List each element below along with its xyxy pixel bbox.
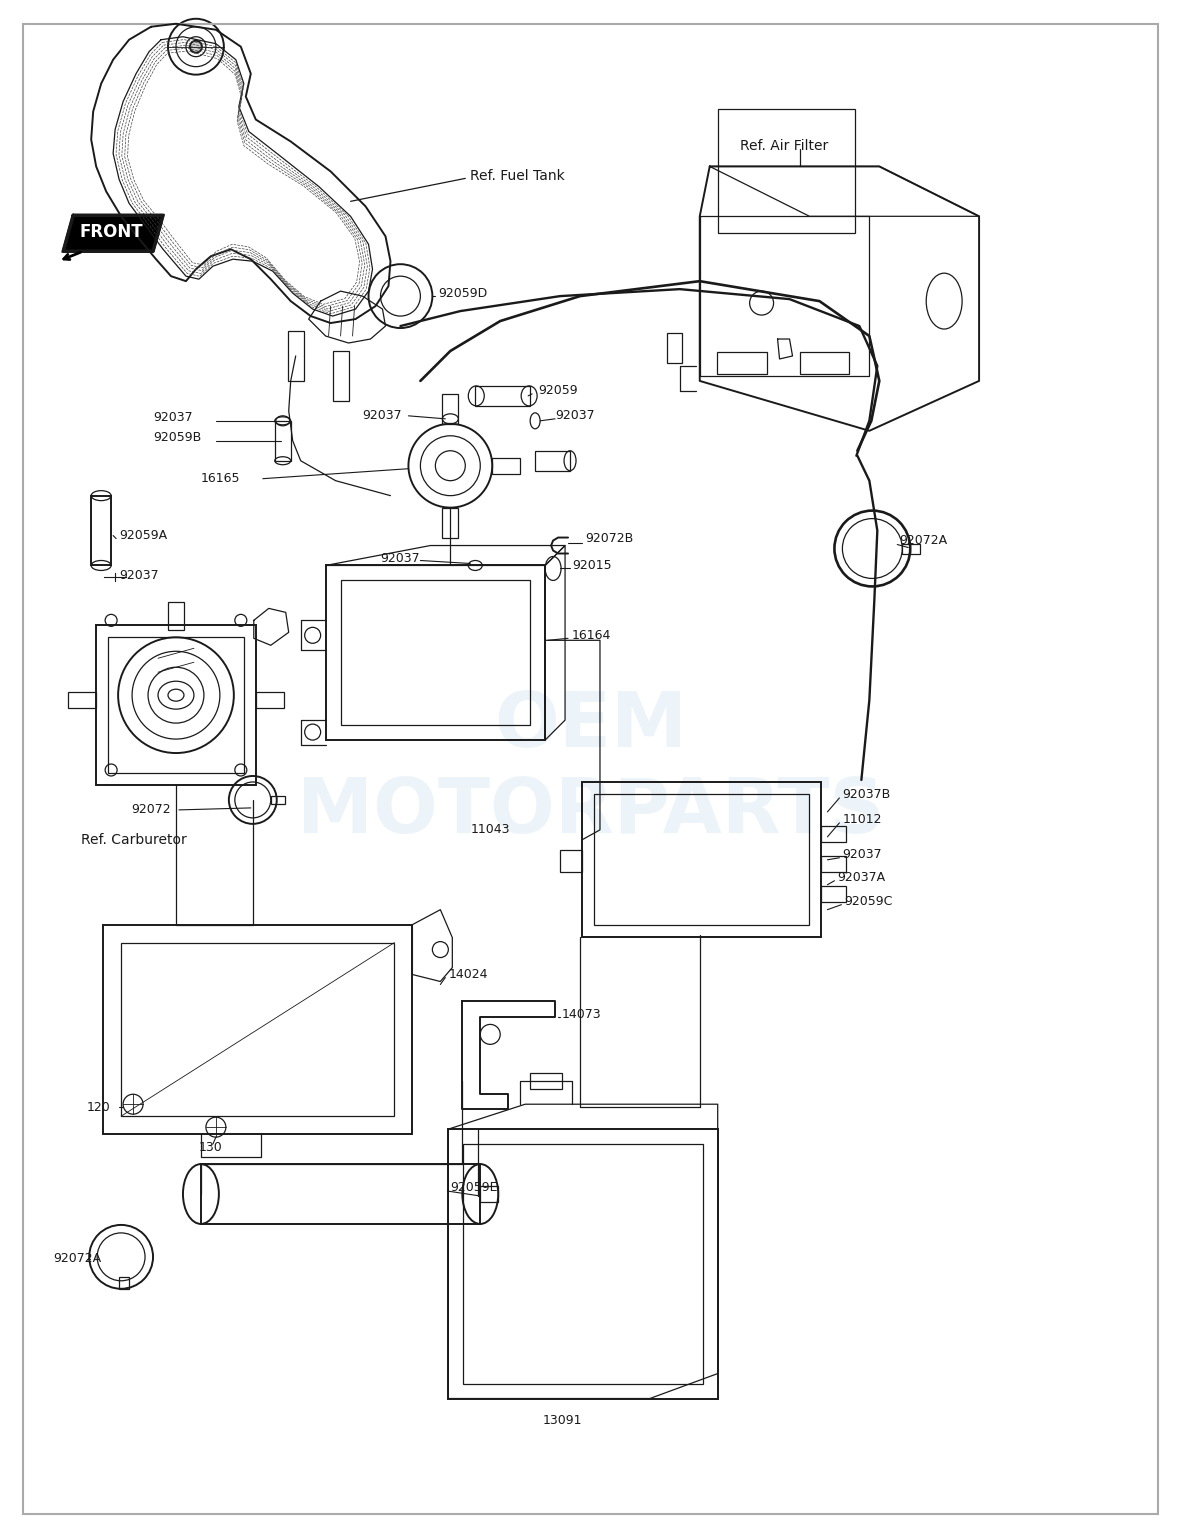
Text: 14024: 14024: [449, 967, 488, 981]
Text: 16164: 16164: [572, 629, 612, 641]
Text: 13091: 13091: [542, 1413, 582, 1427]
Text: 92037: 92037: [380, 552, 420, 564]
Text: Ref. Air Filter: Ref. Air Filter: [739, 140, 828, 154]
Bar: [822, 826, 847, 841]
Bar: [594, 794, 809, 924]
Bar: [270, 797, 285, 804]
Text: 92015: 92015: [572, 558, 612, 572]
Text: 92037: 92037: [119, 569, 158, 581]
Text: 11012: 11012: [842, 814, 882, 826]
Text: 92037: 92037: [842, 849, 882, 861]
Text: 92072A: 92072A: [53, 1252, 102, 1266]
Bar: [667, 334, 681, 363]
Bar: [288, 331, 304, 381]
Text: 92059C: 92059C: [844, 895, 893, 907]
Polygon shape: [64, 215, 163, 251]
Bar: [109, 637, 243, 774]
Bar: [201, 1164, 481, 1224]
Bar: [443, 508, 458, 538]
Text: 92059A: 92059A: [119, 529, 168, 541]
Bar: [475, 386, 530, 406]
Bar: [122, 943, 394, 1117]
Text: 92059E: 92059E: [450, 1181, 498, 1193]
Bar: [168, 603, 184, 631]
Bar: [530, 1074, 562, 1089]
Bar: [91, 495, 111, 566]
Text: 92072: 92072: [131, 803, 171, 817]
Bar: [68, 692, 96, 707]
Bar: [340, 580, 530, 724]
Bar: [256, 692, 283, 707]
Text: 92059: 92059: [539, 384, 578, 397]
Text: 130: 130: [198, 1141, 223, 1154]
Bar: [492, 458, 520, 474]
Text: FRONT: FRONT: [79, 223, 143, 241]
Bar: [463, 1144, 703, 1384]
Text: 14073: 14073: [562, 1007, 601, 1021]
Bar: [560, 851, 582, 872]
Text: 92072B: 92072B: [585, 532, 633, 544]
Text: 92037B: 92037B: [842, 789, 890, 801]
Text: 92037: 92037: [555, 409, 595, 423]
Text: 92059D: 92059D: [438, 286, 488, 300]
Bar: [800, 352, 849, 374]
Bar: [902, 543, 920, 554]
Bar: [822, 886, 847, 901]
Text: 92037A: 92037A: [837, 871, 886, 884]
Text: Ref. Carburetor: Ref. Carburetor: [81, 834, 187, 847]
Text: 120: 120: [86, 1101, 110, 1114]
Bar: [717, 352, 766, 374]
Text: 92037: 92037: [363, 409, 403, 423]
Text: 11043: 11043: [470, 823, 510, 837]
Bar: [326, 566, 546, 740]
Text: OEM
MOTORPARTS: OEM MOTORPARTS: [296, 689, 885, 849]
Bar: [119, 1277, 129, 1289]
Bar: [275, 421, 291, 461]
Bar: [333, 351, 348, 401]
Text: Ref. Fuel Tank: Ref. Fuel Tank: [470, 169, 565, 183]
Text: 16165: 16165: [201, 472, 241, 484]
Text: 92037: 92037: [154, 411, 193, 424]
Bar: [822, 855, 847, 872]
Bar: [103, 924, 412, 1134]
Bar: [449, 1129, 718, 1398]
Bar: [443, 394, 458, 424]
Text: 92059B: 92059B: [154, 431, 201, 444]
Text: 92072A: 92072A: [899, 534, 947, 548]
Bar: [582, 781, 822, 937]
Bar: [535, 451, 570, 471]
Bar: [96, 626, 256, 784]
Bar: [718, 109, 855, 234]
Bar: [481, 1186, 498, 1203]
Circle shape: [190, 40, 202, 52]
